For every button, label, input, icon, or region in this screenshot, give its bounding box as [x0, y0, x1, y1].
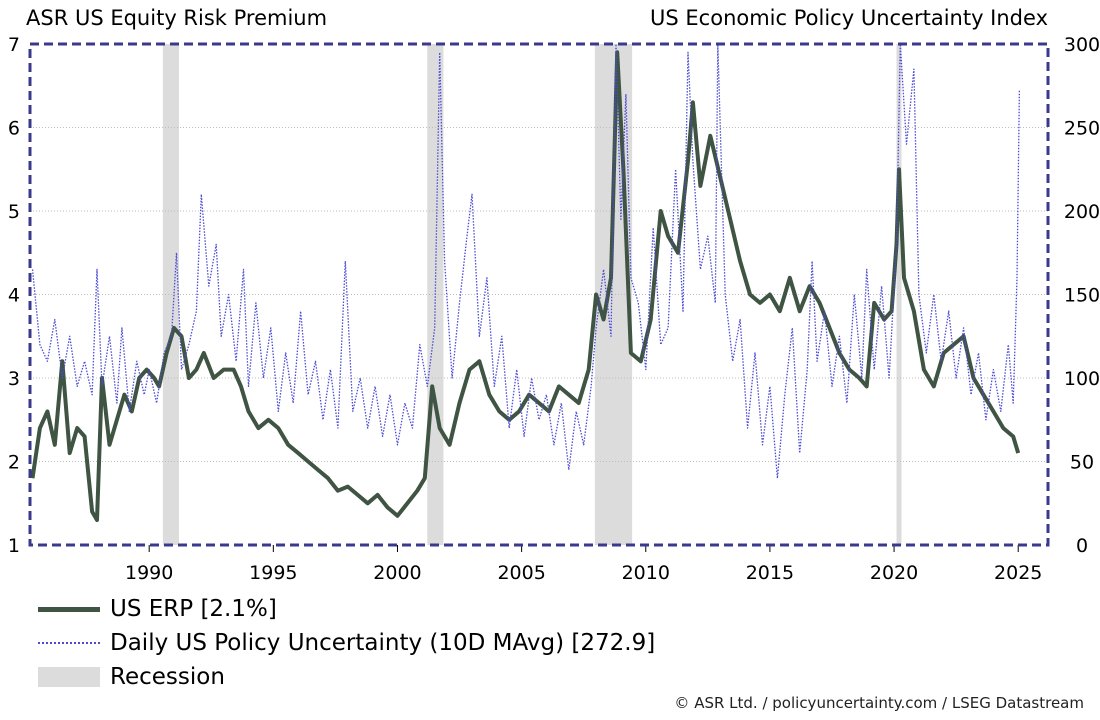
legend-item-erp: US ERP [2.1%] [38, 592, 655, 626]
legend-item-epu: Daily US Policy Uncertainty (10D MAvg) [… [38, 626, 655, 660]
y-left-tick-3: 3 [8, 368, 20, 390]
y-left-tick-5: 5 [8, 201, 20, 223]
legend-label-epu: Daily US Policy Uncertainty (10D MAvg) [… [110, 630, 656, 656]
legend-label-erp: US ERP [2.1%] [110, 596, 277, 622]
series-line-erp [30, 50, 1021, 522]
series-line-epu [31, 43, 1021, 479]
x-tick-1990: 1990 [125, 562, 173, 584]
legend-label-recession: Recession [110, 664, 225, 690]
y-left-tick-6: 6 [8, 118, 20, 140]
plot-frame [28, 42, 1050, 547]
chart-legend: US ERP [2.1%] Daily US Policy Uncertaint… [38, 592, 655, 694]
y-left-tick-4: 4 [8, 285, 20, 307]
x-tick-2020: 2020 [870, 562, 918, 584]
y-right-tick-200: 200 [1064, 201, 1100, 223]
recession-band-3 [896, 44, 902, 545]
legend-swatch-dotted-line [38, 642, 100, 644]
legend-swatch-solid-line [38, 606, 100, 612]
legend-item-recession: Recession [38, 660, 655, 694]
y-right-tick-300: 300 [1064, 34, 1100, 56]
x-tick-1995: 1995 [249, 562, 297, 584]
recession-band-0 [162, 44, 179, 545]
y-right-tick-250: 250 [1064, 118, 1100, 140]
chart-plot: 1 2 3 4 5 6 7 0 50 100 150 200 250 300 1990 1995 2000 200… [8, 34, 1100, 584]
y-left-tick-2: 2 [8, 452, 20, 474]
source-credit: © ASR Ltd. / policyuncertainty.com / LSE… [674, 694, 1084, 712]
y-right-tick-0: 0 [1076, 535, 1088, 557]
chart-title-right: US Economic Policy Uncertainty Index [650, 6, 1048, 30]
x-tick-2005: 2005 [497, 562, 545, 584]
chart-title-left: ASR US Equity Risk Premium [26, 6, 328, 30]
x-tick-2025: 2025 [994, 562, 1042, 584]
y-right-tick-100: 100 [1064, 368, 1100, 390]
y-left-tick-7: 7 [8, 34, 20, 56]
y-left-tick-1: 1 [8, 535, 20, 557]
legend-swatch-recession [38, 667, 100, 687]
x-tick-2000: 2000 [373, 562, 421, 584]
x-tick-2015: 2015 [746, 562, 794, 584]
y-right-tick-50: 50 [1070, 452, 1094, 474]
y-right-tick-150: 150 [1064, 285, 1100, 307]
x-tick-2010: 2010 [622, 562, 670, 584]
